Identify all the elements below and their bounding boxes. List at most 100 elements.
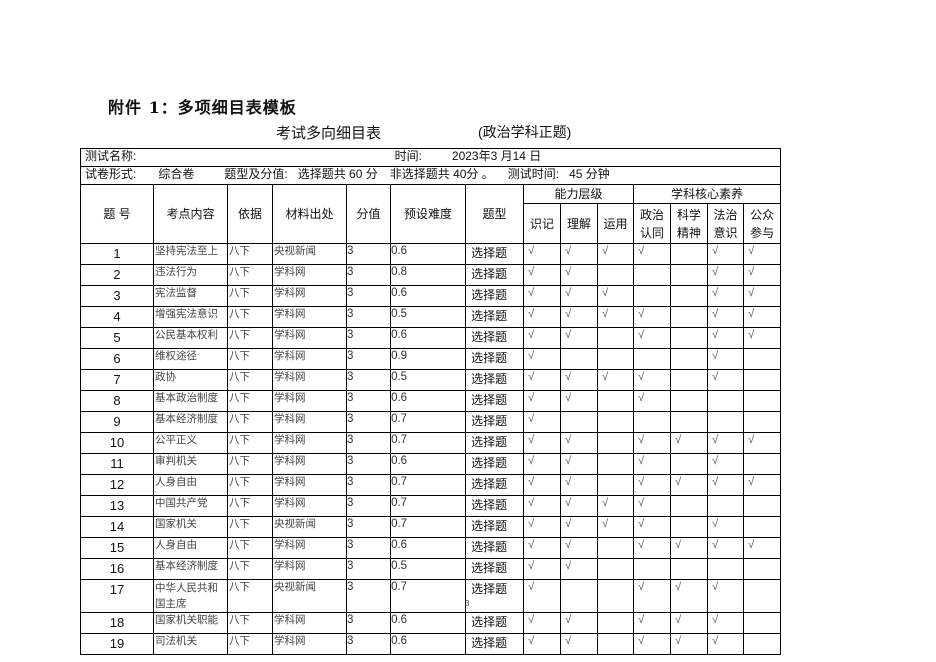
material-source: 学科网 [272,558,347,580]
check-cell [743,348,782,370]
basis: 八下 [227,390,273,412]
material-source: 央视新闻 [272,516,347,538]
check-cell: √ [707,348,745,370]
material-source: 学科网 [272,285,347,307]
material-source: 学科网 [272,369,347,391]
difficulty: 0.7 [390,432,467,454]
check-mark-icon: √ [712,455,719,467]
check-cell [633,264,672,286]
basis: 八下 [227,579,273,613]
form-cell: 试卷形式: 综合卷 题型及分值: 选择题共 60 分非选择题共 40分 。测试时间: 4… [79,166,782,185]
check-mark-icon: √ [638,308,645,320]
basis: 八下 [227,285,273,307]
header-literacy-col: 公众参与 [743,203,782,244]
check-cell: √ [707,516,745,538]
basis: 八下 [227,306,273,328]
check-mark-icon: √ [602,518,609,530]
question-type: 选择题 [465,411,525,433]
material-source: 学科网 [272,390,347,412]
difficulty: 0.9 [390,348,467,370]
table-row: 8 基本政治制度 八下 学科网 3 0.6 选择题 √ √ √ [80,390,782,412]
topic-content: 中国共产党 [153,495,228,517]
topic-content: 人身自由 [153,537,228,559]
check-cell: √ [670,579,709,613]
check-cell [633,348,672,370]
basis: 八下 [227,411,273,433]
check-mark-icon: √ [565,497,572,509]
check-mark-icon: √ [528,392,535,404]
topic-content: 基本经济制度 [153,411,228,433]
check-mark-icon: √ [712,434,719,446]
check-mark-icon: √ [528,539,535,551]
question-type: 选择题 [465,327,525,349]
check-cell [597,348,635,370]
check-cell: √ [523,432,562,454]
question-number: 11 [80,453,154,475]
info-row-name: 测试名称: 时间: 2023年3 月14 日 [79,148,782,167]
check-cell: √ [597,516,635,538]
check-mark-icon: √ [638,539,645,551]
check-cell [597,411,635,433]
check-cell [597,558,635,580]
question-number: 1 [80,243,154,265]
header-ability-col: 识记 [523,203,562,244]
check-mark-icon: √ [528,266,535,278]
check-cell: √ [597,495,635,517]
difficulty: 0.6 [390,390,467,412]
check-cell: √ [707,264,745,286]
check-mark-icon: √ [712,635,719,647]
check-cell: √ [670,537,709,559]
check-cell: √ [560,306,599,328]
difficulty: 0.5 [390,306,467,328]
score: 3 [345,453,392,475]
check-cell: √ [523,348,562,370]
question-type: 选择题 [465,453,525,475]
check-cell: √ [670,432,709,454]
score: 3 [345,348,392,370]
table-row: 16 基本经济制度 八下 学科网 3 0.5 选择题 √ √ [80,558,782,580]
test-name-label: 测试名称: [79,148,391,167]
check-cell: √ [560,432,599,454]
check-cell: √ [560,558,599,580]
duration-value: 45 分钟 [569,167,610,182]
score: 3 [345,243,392,265]
score: 3 [345,390,392,412]
header-literacy-col: 法治意识 [707,203,745,244]
question-number: 16 [80,558,154,580]
question-type: 选择题 [465,390,525,412]
check-mark-icon: √ [638,497,645,509]
check-cell: √ [560,243,599,265]
basis: 八下 [227,432,273,454]
check-cell: √ [633,579,672,613]
check-mark-icon: √ [565,434,572,446]
check-cell: √ [707,537,745,559]
check-cell: √ [523,633,562,655]
difficulty: 0.5 [390,558,467,580]
form-label: 试卷形式: [85,167,137,182]
table-row: 18 国家机关职能 八下 学科网 3 0.6 选择题 √ √ √ √ √ [80,612,782,634]
check-cell: √ [633,390,672,412]
table-title: 考试多向细目表 [276,125,382,142]
check-cell: √ [707,243,745,265]
check-cell: √ [707,453,745,475]
choice-score: 选择题共 60 分 [297,167,378,182]
basis: 八下 [227,264,273,286]
non-choice-score: 非选择题共 40分 。 [389,167,494,182]
check-cell [670,243,709,265]
check-cell: √ [707,285,745,307]
check-mark-icon: √ [602,371,609,383]
check-cell: √ [560,633,599,655]
material-source: 学科网 [272,348,347,370]
score: 3 [345,495,392,517]
check-cell [670,369,709,391]
check-cell: √ [597,285,635,307]
question-number: 12 [80,474,154,496]
check-cell: √ [597,369,635,391]
check-cell: √ [633,432,672,454]
check-cell [597,327,635,349]
question-number: 2 [80,264,154,286]
check-mark-icon: √ [602,287,609,299]
form-value: 综合卷 [158,167,195,182]
basis: 八下 [227,633,273,655]
check-mark-icon: √ [638,392,645,404]
